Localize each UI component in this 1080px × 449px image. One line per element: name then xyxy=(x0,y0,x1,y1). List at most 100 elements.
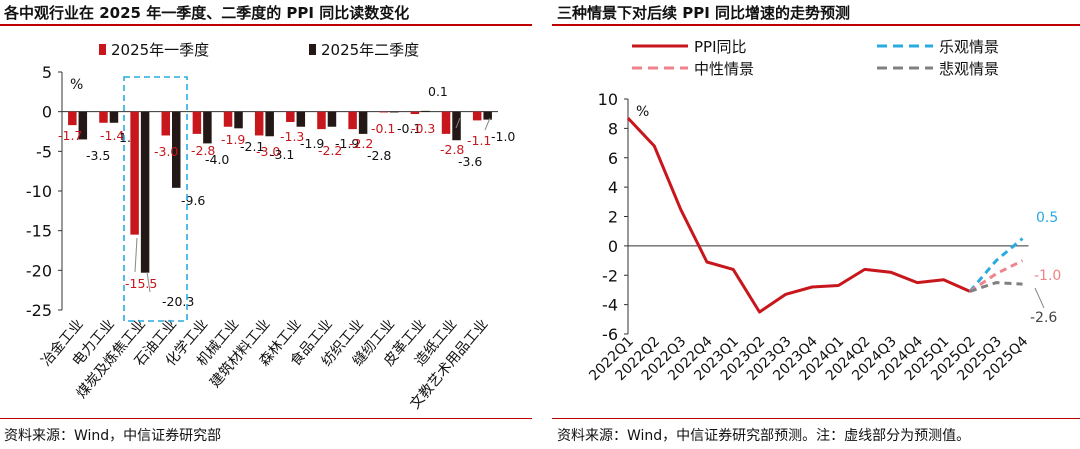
data-label-q1: -2.2 xyxy=(349,136,373,151)
legend-label-2: 中性情景 xyxy=(694,60,754,78)
pessimistic-scenario-line xyxy=(969,281,1023,293)
legend-swatch-q2 xyxy=(309,44,316,55)
legend-label-0: PPI同比 xyxy=(694,38,747,56)
bar-q1 xyxy=(379,111,388,113)
bar-q2 xyxy=(234,111,243,129)
data-label-q1: -1.7 xyxy=(58,128,82,143)
data-label-q1: -3.0 xyxy=(154,144,178,159)
data-label-q1: -3.0 xyxy=(256,144,280,159)
bar-q2 xyxy=(390,111,399,113)
bar-q2 xyxy=(265,111,274,137)
legend-swatch-q1 xyxy=(99,44,106,55)
industry-ppi-bar-chart: 5 0 -5 -10 -15 -20 -25% 2025年一季度 2025年二季度 -1.7 -3.… xyxy=(26,41,516,412)
bar-q1 xyxy=(441,111,451,134)
data-label-q2: -2.8 xyxy=(367,148,391,163)
y-tick-label: -20 xyxy=(26,261,52,280)
legend-label-1: 乐观情景 xyxy=(939,38,999,56)
data-label-q1: -2.2 xyxy=(318,143,342,158)
y-tick-label: 0 xyxy=(42,103,52,122)
data-label-q1: -2.8 xyxy=(440,142,464,157)
leader-line xyxy=(455,117,461,129)
data-label-q2: -4.0 xyxy=(205,152,229,167)
ppi-scenario-line-chart: 1086420-2-4-6%2022Q12022Q22022Q32022Q420… xyxy=(586,38,1061,384)
data-label-q2: -1.9 xyxy=(300,136,324,151)
y-tick-label: 6 xyxy=(608,149,618,168)
bar-q2 xyxy=(358,111,368,134)
data-label-q1: -1.3 xyxy=(280,129,304,144)
bar-q1 xyxy=(410,111,420,115)
data-label-q1: -2.8 xyxy=(191,143,215,158)
left-title-rule xyxy=(0,24,532,26)
right-title-rule xyxy=(552,24,1080,26)
y-tick-label: 10 xyxy=(598,90,618,109)
data-label-q1: -0.1 xyxy=(371,121,395,136)
y-tick-label: 2 xyxy=(608,208,618,227)
ppi-actual-line xyxy=(626,117,971,314)
right-chart-title: 三种情景下对后续 PPI 同比增速的走势预测 xyxy=(557,4,851,22)
right-source-note: 资料来源：Wind，中信证券研究部预测。注：虚线部分为预测值。 xyxy=(557,428,971,444)
y-tick-label: 5 xyxy=(42,63,52,82)
leader-line xyxy=(484,117,491,131)
bar-q2 xyxy=(78,111,88,140)
bar-q1 xyxy=(286,111,295,122)
leader-line xyxy=(146,271,151,293)
data-label-q2: -3.5 xyxy=(86,148,110,163)
bar-q2 xyxy=(421,110,430,112)
bar-q1 xyxy=(161,111,170,136)
unit-label: % xyxy=(636,104,649,120)
optimistic-end-label: 0.5 xyxy=(1036,210,1058,226)
bar-q2 xyxy=(203,111,212,144)
y-tick-label: -15 xyxy=(26,222,52,241)
neutral-end-label: -1.0 xyxy=(1034,268,1061,284)
leader-line xyxy=(134,237,138,273)
bar-q1 xyxy=(254,111,264,136)
bar-q2 xyxy=(140,111,150,273)
bar-q1 xyxy=(472,111,482,121)
legend-label-q1: 2025年一季度 xyxy=(111,41,209,59)
y-tick-label: -4 xyxy=(602,296,618,315)
left-source-note: 资料来源：Wind，中信证券研究部 xyxy=(4,428,222,444)
bar-q1 xyxy=(130,111,139,235)
data-label-q2: -3.6 xyxy=(458,154,482,169)
data-label-q2: -3.1 xyxy=(270,147,294,162)
data-label-q2: -2.1 xyxy=(240,139,264,154)
y-tick-label: -10 xyxy=(26,182,52,201)
bar-q1 xyxy=(348,111,357,130)
leader-line xyxy=(1034,287,1045,309)
y-tick-label: 8 xyxy=(608,119,618,138)
y-tick-label: -2 xyxy=(602,266,618,285)
bar-q1 xyxy=(317,111,326,130)
legend-label-q2: 2025年二季度 xyxy=(321,41,419,59)
bar-q2 xyxy=(483,111,492,120)
data-label-q2: -1.0 xyxy=(491,129,515,144)
neutral-scenario-line xyxy=(969,259,1024,293)
bar-q2 xyxy=(172,111,181,188)
left-source-rule xyxy=(0,418,532,419)
bar-q1 xyxy=(223,111,233,127)
bar-q1 xyxy=(192,111,202,134)
data-label-q2: 0.1 xyxy=(428,84,448,99)
left-chart-title: 各中观行业在 2025 年一季度、二季度的 PPI 同比读数变化 xyxy=(4,4,410,22)
data-label-q1: -1.4 xyxy=(100,128,124,143)
right-source-rule xyxy=(552,418,1080,419)
data-label-q1: -0.3 xyxy=(411,121,435,136)
y-tick-label: -25 xyxy=(26,301,52,320)
bar-q1 xyxy=(99,111,108,123)
y-tick-label: 0 xyxy=(608,237,618,256)
y-tick-label: 4 xyxy=(608,178,618,197)
highlight-box xyxy=(123,76,188,322)
bar-q2 xyxy=(327,111,337,127)
bar-q1 xyxy=(68,111,77,126)
optimistic-scenario-line xyxy=(968,237,1024,293)
data-label-q2: -1.9 xyxy=(335,136,359,151)
data-label-q2: -0.1 xyxy=(397,121,421,136)
data-label-q1: -1.9 xyxy=(221,132,245,147)
data-label-q1: -1.1 xyxy=(467,133,491,148)
y-tick-label: -6 xyxy=(602,325,618,344)
bar-q2 xyxy=(109,111,119,123)
unit-label: % xyxy=(70,77,83,93)
legend-label-3: 悲观情景 xyxy=(939,60,999,78)
y-tick-label: -5 xyxy=(36,142,52,161)
bar-q2 xyxy=(296,111,306,127)
pessimistic-end-label: -2.6 xyxy=(1030,310,1057,326)
